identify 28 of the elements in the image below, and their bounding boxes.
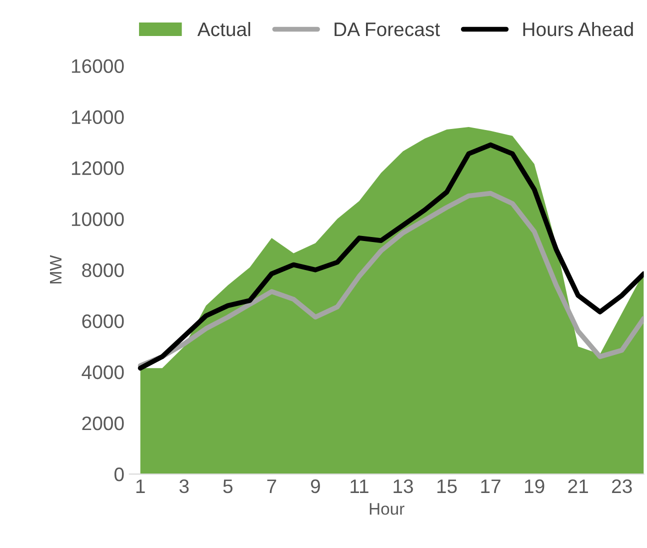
y-tick-label: 14000 (72, 110, 124, 124)
x-tick-label: 19 (524, 479, 544, 494)
y-axis-title: MW (50, 255, 62, 284)
y-tick-label: 8000 (82, 263, 124, 278)
x-tick-label: 5 (223, 480, 232, 494)
y-tick-label: 2000 (82, 416, 124, 430)
y-tick-label: 0 (114, 467, 124, 482)
x-tick-label: 1 (136, 480, 145, 493)
x-tick-label: 15 (437, 480, 457, 494)
line-series (138, 190, 644, 368)
legend-label: Hours Ahead (523, 22, 633, 36)
x-tick-label: 17 (481, 480, 500, 493)
y-tick-label: 16000 (72, 59, 124, 73)
x-tick-label: 7 (267, 480, 276, 493)
x-tick-label: 9 (310, 479, 320, 494)
x-tick-label: 13 (394, 479, 413, 494)
y-tick-label: 10000 (72, 212, 124, 226)
line-series (138, 142, 644, 371)
x-tick-label: 23 (612, 479, 632, 494)
legend-label: DA Forecast (334, 22, 440, 36)
y-tick-label: 4000 (82, 365, 124, 380)
y-tick-label: 6000 (82, 314, 124, 328)
legend-label: Actual (197, 22, 250, 36)
x-tick-label: 21 (568, 479, 588, 493)
x-axis-title: Hour (370, 503, 404, 515)
x-tick-label: 3 (179, 479, 189, 494)
x-tick-label: 11 (350, 480, 368, 493)
y-tick-label: 12000 (72, 161, 124, 176)
